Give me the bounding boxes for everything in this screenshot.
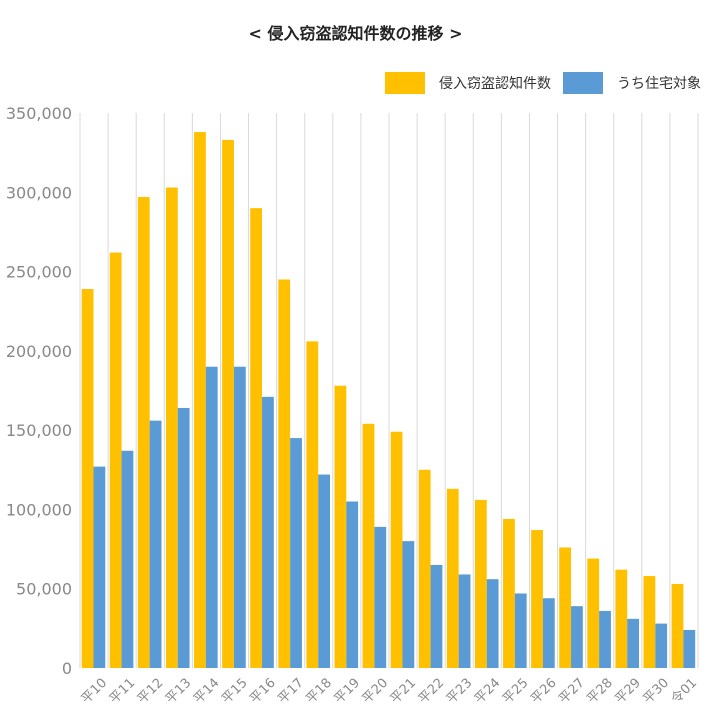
- bar-series2: [205, 366, 218, 668]
- bar-series1: [250, 208, 263, 668]
- legend-swatch-series2: [563, 72, 603, 94]
- bar-series2: [374, 526, 387, 668]
- x-tick-label: 平17: [275, 676, 306, 707]
- bar-series1: [446, 488, 459, 668]
- y-tick-label: 350,000: [6, 104, 72, 123]
- y-tick-label: 200,000: [6, 342, 72, 361]
- x-tick-label: 平15: [219, 676, 250, 707]
- bar-series1: [587, 558, 600, 668]
- x-tick-label: 平10: [79, 676, 110, 707]
- x-tick-label: 平18: [303, 676, 334, 707]
- x-tick-label: 平24: [472, 676, 503, 707]
- legend-swatch-series1: [385, 72, 425, 94]
- x-tick-label: 平13: [163, 676, 194, 707]
- bar-series1: [362, 423, 375, 668]
- bar-series2: [599, 610, 611, 668]
- x-tick-label: 平29: [612, 676, 643, 707]
- x-tick-label: 平22: [416, 676, 447, 707]
- bar-series1: [531, 530, 543, 668]
- bar-series1: [334, 385, 347, 668]
- x-tick-label: 平14: [191, 676, 222, 707]
- y-tick-label: 0: [62, 659, 72, 678]
- x-tick-label: 平27: [556, 676, 587, 707]
- bar-series2: [177, 407, 190, 668]
- x-tick-label: 令01: [669, 676, 700, 707]
- bar-series1: [137, 197, 150, 669]
- bar-series2: [683, 629, 696, 668]
- bar-series1: [615, 569, 628, 668]
- x-tick-label: 平23: [444, 676, 475, 707]
- x-tick-label: 平11: [107, 676, 138, 707]
- y-tick-label: 100,000: [6, 500, 72, 519]
- bar-series1: [165, 187, 178, 668]
- bar-series2: [571, 606, 583, 668]
- bar-series2: [627, 618, 640, 668]
- bar-series2: [149, 420, 162, 668]
- bar-series2: [655, 623, 668, 668]
- bar-series2: [514, 593, 527, 668]
- y-tick-label: 150,000: [6, 421, 72, 440]
- x-tick-label: 平30: [641, 676, 672, 707]
- bar-series2: [233, 366, 246, 668]
- legend-label-series2: うち住宅対象: [617, 76, 701, 92]
- legend: 侵入窃盗認知件数 うち住宅対象: [385, 72, 701, 94]
- bar-series1: [559, 547, 572, 668]
- bar-series1: [671, 583, 684, 668]
- bar-series2: [430, 564, 443, 668]
- x-tick-label: 平21: [388, 676, 419, 707]
- x-tick-label: 平26: [528, 676, 559, 707]
- bar-series2: [262, 396, 274, 668]
- bar-series1: [503, 518, 515, 668]
- bar-series1: [194, 132, 206, 668]
- legend-label-series1: 侵入窃盗認知件数: [439, 76, 551, 92]
- legend-item-series2: うち住宅対象: [563, 72, 701, 94]
- x-tick-label: 平12: [135, 676, 166, 707]
- bar-series1: [643, 576, 656, 668]
- x-tick-label: 平20: [360, 676, 391, 707]
- bar-series1: [109, 252, 122, 669]
- legend-item-series1: 侵入窃盗認知件数: [385, 72, 551, 94]
- bar-series1: [278, 279, 291, 668]
- bar-series2: [290, 438, 302, 668]
- y-tick-label: 50,000: [16, 580, 72, 599]
- bar-series1: [81, 289, 94, 668]
- bar-series2: [346, 501, 359, 668]
- x-tick-label: 平16: [247, 676, 278, 707]
- y-tick-label: 250,000: [6, 263, 72, 282]
- bar-series2: [486, 579, 499, 668]
- x-tick-label: 平25: [500, 676, 531, 707]
- bar-series1: [390, 431, 403, 668]
- bar-series2: [542, 598, 555, 668]
- bar-series1: [306, 341, 319, 668]
- bar-series1: [418, 469, 431, 668]
- y-tick-label: 300,000: [6, 183, 72, 202]
- chart-title: < 侵入窃盗認知件数の推移 >: [248, 24, 463, 43]
- x-tick-label: 平19: [332, 676, 363, 707]
- bar-series2: [458, 574, 471, 668]
- x-tick-label: 平28: [584, 676, 615, 707]
- bar-series2: [121, 450, 134, 668]
- bar-series2: [318, 474, 331, 668]
- bar-series2: [402, 541, 415, 668]
- bar-series2: [93, 466, 106, 668]
- bar-series1: [474, 499, 487, 668]
- bar-series1: [222, 139, 234, 668]
